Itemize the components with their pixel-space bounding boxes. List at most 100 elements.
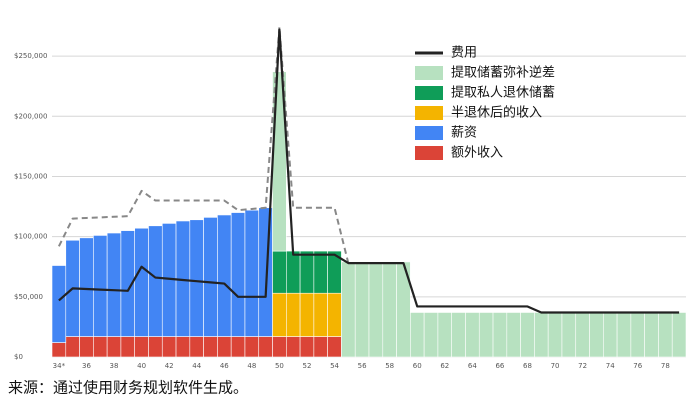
bar: [93, 235, 108, 337]
legend-label: 提取私人退休储蓄: [451, 85, 555, 101]
x-tick-label: 60: [413, 362, 422, 370]
bar: [327, 336, 342, 358]
bar: [134, 227, 149, 337]
bar: [51, 342, 67, 358]
bar: [658, 312, 673, 358]
legend-label: 额外收入: [451, 146, 503, 161]
legend-label: 费用: [451, 46, 477, 61]
bar: [589, 312, 604, 358]
bar: [630, 312, 645, 358]
bar: [423, 312, 439, 358]
bar: [313, 292, 328, 337]
bar: [272, 292, 287, 337]
bar: [644, 312, 659, 358]
bar: [272, 250, 287, 294]
x-tick-label: 40: [137, 362, 146, 370]
y-tick-label: $0: [14, 353, 23, 361]
y-tick-label: $100,000: [14, 233, 47, 241]
bar: [437, 312, 452, 358]
bar: [410, 312, 425, 358]
dashed-line: [57, 26, 350, 264]
bar: [465, 312, 480, 358]
bar: [341, 261, 356, 358]
bar: [313, 250, 328, 294]
bar: [396, 261, 411, 358]
x-tick-label: 52: [303, 362, 312, 370]
x-tick-label: 70: [551, 362, 560, 370]
bar: [272, 336, 287, 358]
bar: [79, 237, 94, 337]
bar: [148, 225, 163, 337]
bar: [79, 336, 94, 358]
bar: [506, 312, 521, 358]
x-tick-label: 62: [440, 362, 449, 370]
y-tick-label: $150,000: [14, 172, 47, 180]
bar: [478, 312, 494, 358]
legend-swatch: [415, 106, 443, 120]
bar: [106, 336, 122, 358]
bar: [203, 217, 218, 337]
x-tick-label: 36: [82, 362, 91, 370]
bar: [189, 336, 204, 358]
bar: [258, 336, 273, 358]
x-tick-label: 44: [192, 362, 201, 370]
x-tick-label: 76: [633, 362, 642, 370]
bar: [313, 336, 328, 358]
bar: [93, 336, 108, 358]
y-tick-label: $200,000: [14, 112, 47, 120]
bar: [244, 209, 260, 337]
x-tick-label: 48: [247, 362, 256, 370]
bar: [382, 261, 397, 358]
bar: [575, 312, 590, 358]
x-tick-label: 42: [165, 362, 174, 370]
bar: [189, 219, 204, 337]
bar: [258, 207, 273, 337]
bar: [299, 250, 315, 294]
bar: [286, 250, 301, 294]
bar: [354, 261, 370, 358]
legend-swatch: [415, 146, 443, 160]
bar: [217, 336, 232, 358]
bar: [65, 336, 80, 358]
bar: [561, 312, 577, 358]
x-tick-label: 72: [578, 362, 587, 370]
bar: [671, 312, 687, 358]
x-tick-label: 50: [275, 362, 284, 370]
legend-label: 半退休后的收入: [451, 105, 542, 121]
x-tick-label: 58: [385, 362, 394, 370]
source-note: 来源：通过使用财务规划软件生成。: [8, 379, 248, 397]
x-tick-label: 78: [661, 362, 670, 370]
bar: [51, 265, 67, 343]
legend-label: 薪资: [451, 126, 477, 141]
x-tick-label: 66: [495, 362, 504, 370]
bar: [286, 292, 301, 337]
bar: [299, 336, 315, 358]
x-tick-label: 68: [523, 362, 532, 370]
bar: [451, 312, 466, 358]
bar: [327, 292, 342, 337]
bar: [230, 336, 246, 358]
x-tick-label: 46: [220, 362, 229, 370]
x-tick-label: 74: [606, 362, 615, 370]
legend-swatch: [415, 126, 443, 140]
legend-label: 提取储蓄弥补逆差: [451, 65, 555, 81]
bar: [148, 336, 163, 358]
x-tick-label: 54: [330, 362, 339, 370]
x-tick-label: 56: [358, 362, 367, 370]
x-tick-label: 64: [468, 362, 477, 370]
bar: [161, 336, 177, 358]
y-tick-label: $50,000: [14, 293, 43, 301]
bar: [520, 312, 535, 358]
bar: [106, 232, 122, 337]
bar: [120, 336, 135, 358]
bar: [534, 312, 549, 358]
bar: [299, 292, 315, 337]
bar: [616, 312, 632, 358]
legend-swatch: [415, 66, 443, 80]
bar: [203, 336, 218, 358]
bar: [244, 336, 260, 358]
bar: [492, 312, 508, 358]
x-tick-label: 38: [110, 362, 119, 370]
bar: [547, 312, 563, 358]
